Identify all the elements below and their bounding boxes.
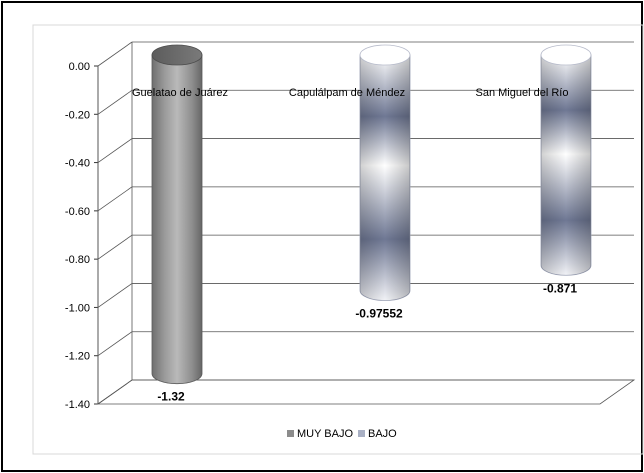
bar-body [151, 54, 203, 385]
legend: MUY BAJO BAJO [287, 428, 397, 440]
data-label: -1.32 [157, 390, 185, 404]
bar-shade [541, 55, 591, 276]
data-label: -0.97552 [355, 307, 403, 321]
bars [151, 44, 592, 385]
y-axis: 0.00 -0.20 -0.40 -0.60 -0.80 -1.00 -1.20 -1.40 [65, 42, 636, 411]
y-tick-label: -0.80 [65, 254, 90, 266]
category-label: San Miguel del Río [476, 87, 569, 99]
floor [96, 379, 636, 405]
bar-top-cap [151, 44, 203, 66]
grid-line-depth [97, 331, 133, 357]
category-label: Guelatao de Juárez [132, 87, 228, 99]
legend-swatch [358, 430, 365, 437]
grid-line-depth [97, 283, 133, 308]
bar-shade [360, 55, 410, 301]
y-tick-label: -0.20 [65, 109, 90, 121]
category-label: Capulálpam de Méndez [289, 87, 405, 99]
bar [151, 44, 203, 385]
grid-line-depth [97, 41, 133, 67]
grid-line-depth [97, 234, 133, 260]
labels: -1.32 -0.97552 -0.871 Guelatao de Juárez Cap… [132, 87, 577, 404]
data-label: -0.871 [543, 281, 577, 295]
bar [359, 44, 411, 301]
legend-swatch [287, 430, 294, 437]
y-tick-label: 0.00 [69, 61, 90, 73]
plot-area-border [32, 24, 644, 455]
y-tick-label: -0.40 [65, 158, 90, 170]
y-tick-label: -0.60 [65, 206, 90, 218]
y-tick-label: -1.40 [65, 399, 90, 411]
y-tick-label: -1.20 [65, 351, 90, 363]
y-tick-label: -1.00 [65, 302, 90, 314]
grid-line-depth [97, 89, 133, 115]
grid-line-depth [97, 186, 133, 212]
grid-line-depth [97, 138, 133, 163]
bar [540, 44, 592, 276]
bar-top-cap [540, 44, 592, 66]
legend-label: BAJO [368, 428, 397, 440]
bar-top-cap [359, 44, 411, 66]
legend-label: MUY BAJO [297, 428, 353, 440]
